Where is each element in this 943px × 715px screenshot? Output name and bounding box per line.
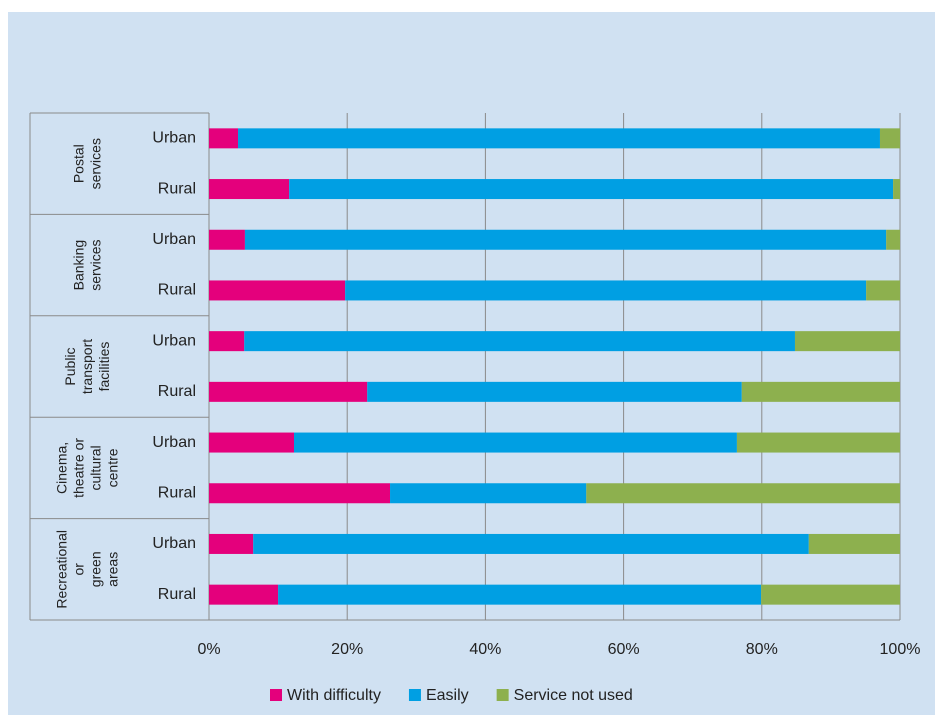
bar-segment xyxy=(209,128,239,149)
bar-segment xyxy=(209,179,290,200)
group-label-line: facilities xyxy=(96,342,112,392)
bar-segment xyxy=(209,381,368,402)
bar-segment xyxy=(209,280,346,301)
background xyxy=(8,12,935,715)
bar-segment xyxy=(808,533,900,554)
group-label: Recreationalorgreenareas xyxy=(53,530,120,609)
category-label: Rural xyxy=(158,180,196,197)
bar-segment xyxy=(289,179,894,200)
group-label: Publictransportfacilities xyxy=(62,339,112,394)
category-label: Rural xyxy=(158,484,196,501)
bar-segment xyxy=(390,483,587,504)
bar-segment xyxy=(209,432,294,453)
bar-segment xyxy=(209,229,245,250)
category-label: Urban xyxy=(152,434,196,451)
bar-segment xyxy=(209,483,391,504)
legend-label: Service not used xyxy=(514,687,633,704)
category-label: Urban xyxy=(152,130,196,147)
category-label: Rural xyxy=(158,383,196,400)
bar-segment xyxy=(209,533,254,554)
group-label-line: areas xyxy=(104,552,120,587)
bar-segment xyxy=(367,381,742,402)
bar-segment xyxy=(886,229,900,250)
bar-segment xyxy=(794,331,900,352)
bar-segment xyxy=(253,533,809,554)
group-label-line: Cinema, xyxy=(53,442,69,494)
x-tick-label: 0% xyxy=(197,641,220,658)
bar-segment xyxy=(238,128,880,149)
legend-swatch xyxy=(270,689,282,701)
x-tick-label: 20% xyxy=(331,641,363,658)
category-label: Urban xyxy=(152,231,196,248)
x-tick-label: 80% xyxy=(746,641,778,658)
bar-segment xyxy=(244,229,887,250)
group-label-line: Public xyxy=(62,347,78,385)
category-label: Urban xyxy=(152,332,196,349)
group-label-line: cultural xyxy=(87,445,103,490)
legend-label: With difficulty xyxy=(287,687,381,704)
group-label-line: services xyxy=(87,239,103,290)
bar-segment xyxy=(736,432,900,453)
bar-segment xyxy=(293,432,737,453)
category-label: Rural xyxy=(158,282,196,299)
group-label-line: Banking xyxy=(70,240,86,291)
bar-segment xyxy=(741,381,900,402)
group-label-line: centre xyxy=(104,448,120,487)
group-label: Bankingservices xyxy=(70,239,103,290)
bar-segment xyxy=(586,483,900,504)
group-label-line: Postal xyxy=(70,144,86,183)
bar-segment xyxy=(209,331,245,352)
group-label-line: theatre or xyxy=(70,438,86,498)
bar-segment xyxy=(209,584,279,605)
bar-segment xyxy=(893,179,900,200)
group-label-line: green xyxy=(87,551,103,587)
x-tick-label: 60% xyxy=(608,641,640,658)
group-label-line: Recreational xyxy=(53,530,69,609)
legend-swatch xyxy=(496,689,509,701)
group-label: Cinema,theatre orculturalcentre xyxy=(53,438,120,498)
legend-label: Easily xyxy=(426,687,469,704)
bar-segment xyxy=(278,584,762,605)
category-label: Urban xyxy=(152,535,196,552)
bar-segment xyxy=(761,584,900,605)
group-label: Postalservices xyxy=(70,138,103,189)
group-label-line: services xyxy=(87,138,103,189)
bar-segment xyxy=(244,331,795,352)
bar-segment xyxy=(866,280,900,301)
legend-swatch xyxy=(408,689,421,701)
group-label-line: transport xyxy=(79,339,95,394)
group-label-line: or xyxy=(70,563,86,576)
x-tick-label: 40% xyxy=(469,641,501,658)
x-tick-label: 100% xyxy=(880,641,921,658)
category-label: Rural xyxy=(158,586,196,603)
bar-segment xyxy=(879,128,900,149)
bar-segment xyxy=(345,280,867,301)
